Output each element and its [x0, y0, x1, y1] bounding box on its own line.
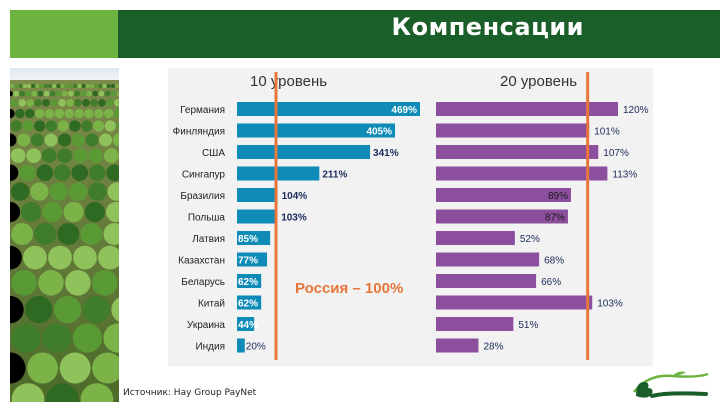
bar — [436, 188, 571, 202]
category-label: Сингапур — [182, 170, 226, 181]
category-label: Германия — [180, 105, 225, 116]
bar — [237, 166, 320, 181]
data-label: 44% — [238, 320, 258, 331]
bar — [436, 123, 590, 138]
bar — [237, 274, 262, 288]
bar — [436, 338, 479, 353]
category-label: Украина — [187, 320, 226, 331]
data-label: 107% — [603, 148, 629, 159]
category-label: Индия — [195, 342, 225, 353]
bar — [237, 102, 420, 116]
bar — [436, 209, 568, 224]
bar — [237, 145, 371, 159]
bar — [237, 209, 278, 224]
header-accent-bar — [10, 10, 118, 58]
data-label: 51% — [518, 320, 538, 331]
data-label: 66% — [541, 277, 561, 288]
data-label: 77% — [238, 256, 258, 267]
bar — [237, 317, 255, 331]
category-label: Казахстан — [178, 256, 225, 267]
data-label: 28% — [483, 342, 503, 353]
bar — [436, 231, 515, 245]
data-label: 103% — [597, 299, 623, 310]
category-label: Польша — [188, 213, 226, 224]
data-label: 104% — [282, 191, 308, 202]
data-label: 103% — [281, 213, 307, 224]
bar — [436, 145, 599, 159]
category-label: Финляндия — [173, 127, 225, 138]
data-label: 62% — [238, 299, 258, 310]
data-label: 89% — [548, 191, 568, 202]
data-label: 68% — [544, 256, 564, 267]
data-label: 469% — [391, 105, 417, 116]
bar — [436, 274, 537, 288]
category-label: США — [202, 148, 225, 159]
data-label: 20% — [246, 342, 266, 353]
bar — [436, 295, 593, 310]
data-label: 85% — [238, 234, 258, 245]
source-note: Источник: Hay Group PayNet — [123, 388, 257, 398]
category-label: Китай — [198, 299, 225, 310]
data-label: 211% — [322, 170, 347, 181]
bonduelle-logo — [628, 370, 712, 402]
data-label: 87% — [545, 213, 565, 224]
data-label: 120% — [623, 105, 649, 116]
lettuce-field-image — [10, 68, 119, 402]
page-title: Компенсации — [391, 13, 584, 41]
bar — [237, 188, 278, 202]
data-label: 101% — [594, 127, 620, 138]
bar — [436, 317, 514, 331]
panel-title: 10 уровень — [250, 73, 327, 90]
bar — [237, 338, 245, 353]
russia-annotation: Россия – 100% — [295, 280, 403, 297]
compensation-chart: Германия Финляндия США Сингапур Бразилия Поль… — [173, 72, 649, 360]
data-label: 405% — [366, 127, 392, 138]
category-label: Латвия — [192, 234, 225, 245]
bar — [237, 231, 271, 245]
panel-title: 20 уровень — [500, 73, 577, 90]
header-bar — [118, 10, 720, 58]
bar — [237, 252, 268, 267]
chart-panel: Германия Финляндия США Сингапур Бразилия Поль… — [168, 68, 653, 366]
bar — [237, 295, 262, 310]
bar — [436, 102, 618, 116]
data-label: 52% — [520, 234, 540, 245]
category-label: Беларусь — [181, 277, 225, 288]
data-label: 113% — [612, 170, 637, 181]
data-label: 62% — [238, 277, 258, 288]
category-label: Бразилия — [180, 191, 225, 202]
bar — [436, 166, 608, 181]
bar — [436, 252, 540, 267]
data-label: 341% — [373, 148, 399, 159]
